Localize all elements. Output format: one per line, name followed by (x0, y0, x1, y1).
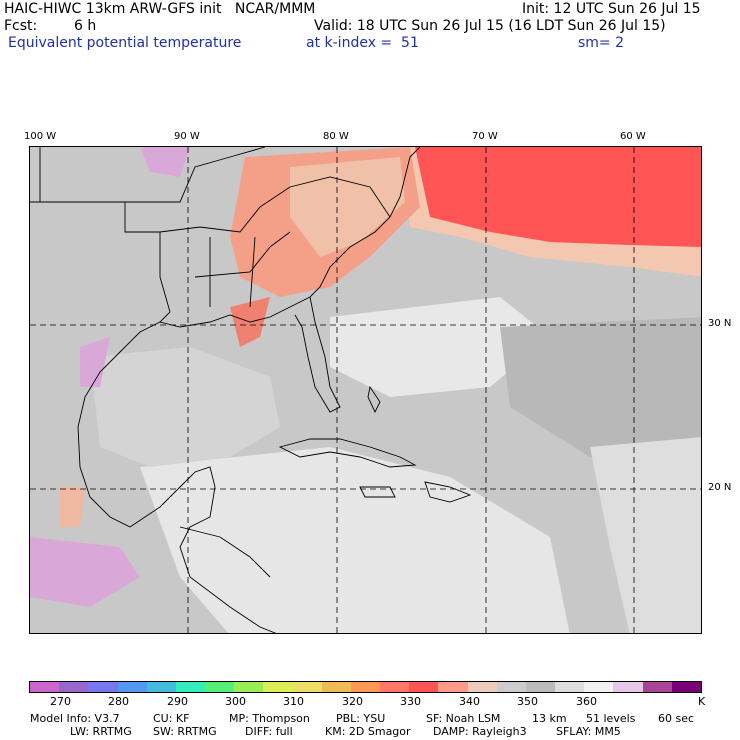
coastlines (30, 147, 472, 633)
field-name: Equivalent potential temperature (8, 35, 242, 51)
footer-diff: DIFF: full (245, 725, 293, 738)
cb-tick-340: 340 (459, 695, 480, 708)
colorbar-swatch (525, 682, 556, 692)
colorbar-swatch (350, 682, 381, 692)
colorbar-swatch (175, 682, 206, 692)
colorbar-swatch (613, 682, 643, 692)
lon-label-100w: 100 W (24, 131, 57, 142)
smoothing-label: sm= 2 (578, 35, 625, 51)
colorbar-swatch (467, 682, 497, 692)
field-dark-atlantic (500, 317, 701, 457)
init-time: Init: 12 UTC Sun 26 Jul 15 (522, 1, 701, 17)
footer-res: 13 km (532, 712, 567, 725)
cb-tick-360: 360 (576, 695, 597, 708)
colorbar-swatch (496, 682, 526, 692)
colorbar-swatch (380, 682, 410, 692)
field-purple-mexico (30, 537, 140, 607)
fcst-label: Fcst: (4, 18, 38, 34)
field-light-east (590, 437, 701, 633)
footer-km: KM: 2D Smagor (325, 725, 411, 738)
colorbar-swatch (555, 682, 585, 692)
fcst-value: 6 h (74, 18, 97, 34)
colorbar-swatch (584, 682, 614, 692)
lon-label-70w: 70 W (472, 131, 498, 142)
footer-sflay: SFLAY: MM5 (556, 725, 621, 738)
colorbar-swatch (205, 682, 235, 692)
field-tan-southeast (290, 157, 405, 257)
colorbar-swatch (59, 682, 89, 692)
cb-tick-270: 270 (50, 695, 71, 708)
field-gulf (90, 347, 280, 467)
graticule (30, 147, 701, 633)
colorbar-swatch (146, 682, 176, 692)
field-light-caribbean (140, 447, 570, 633)
colorbar (29, 681, 702, 693)
colorbar-swatch (642, 682, 672, 692)
field-purple-north (140, 147, 190, 177)
cb-unit: K (698, 695, 706, 708)
field-red-north-atlantic (415, 147, 701, 247)
colorbar-swatch (30, 682, 60, 692)
cb-tick-350: 350 (517, 695, 538, 708)
lon-label-90w: 90 W (174, 131, 200, 142)
map-panel (29, 146, 702, 634)
theta-e-map (30, 147, 701, 633)
colorbar-swatch (321, 682, 351, 692)
field-light-atlantic (330, 297, 550, 397)
colorbar-swatch (117, 682, 147, 692)
footer-model-info: Model Info: V3.7 (30, 712, 120, 725)
cb-tick-290: 290 (167, 695, 188, 708)
lat-label-20n: 20 N (708, 482, 732, 493)
colorbar-swatch (438, 682, 468, 692)
footer-lw: LW: RRTMG (70, 725, 132, 738)
footer-timestep: 60 sec (658, 712, 695, 725)
footer-damp: DAMP: Rayleigh3 (433, 725, 527, 738)
field-purple-texas (80, 337, 110, 387)
lon-label-60w: 60 W (620, 131, 646, 142)
plot-title: HAIC-HIWC 13km ARW-GFS init NCAR/MMM (4, 1, 316, 17)
lon-label-80w: 80 W (323, 131, 349, 142)
field-tan-mexico (60, 487, 85, 527)
level-index: at k-index = 51 (306, 35, 419, 51)
colorbar-swatch (234, 682, 264, 692)
footer-levels: 51 levels (586, 712, 636, 725)
colorbar-swatch (671, 682, 701, 692)
footer-mp: MP: Thompson (229, 712, 310, 725)
cb-tick-300: 300 (225, 695, 246, 708)
colorbar-swatch (263, 682, 293, 692)
colorbar-swatch (88, 682, 118, 692)
cb-tick-330: 330 (400, 695, 421, 708)
cb-tick-320: 320 (342, 695, 363, 708)
lat-label-30n: 30 N (708, 318, 732, 329)
colorbar-swatch (292, 682, 322, 692)
footer-cu: CU: KF (153, 712, 190, 725)
footer-sw: SW: RRTMG (153, 725, 217, 738)
valid-time: Valid: 18 UTC Sun 26 Jul 15 (16 LDT Sun … (314, 18, 666, 34)
cb-tick-280: 280 (108, 695, 129, 708)
cb-tick-310: 310 (283, 695, 304, 708)
footer-pbl: PBL: YSU (336, 712, 386, 725)
footer-sf: SF: Noah LSM (426, 712, 501, 725)
colorbar-swatch (409, 682, 439, 692)
